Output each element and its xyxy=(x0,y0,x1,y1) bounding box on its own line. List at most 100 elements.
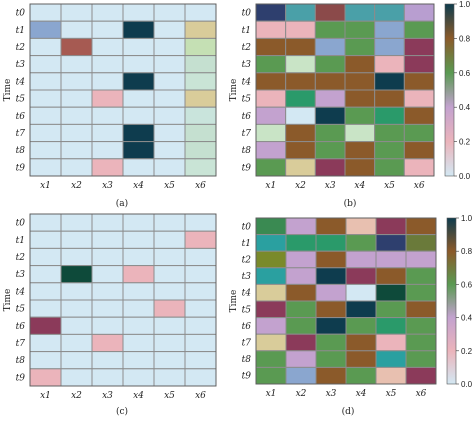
panel-d-cell-t9-x1 xyxy=(255,366,287,385)
panel-d-ytick-t4: t4 xyxy=(242,289,252,299)
panel-c-cell-t5-x5 xyxy=(153,299,186,318)
panel-c-caption: (c) xyxy=(116,406,128,417)
panel-d-cell-t9-x5 xyxy=(375,366,407,385)
panel-b-cell-t4-x4 xyxy=(344,72,376,91)
panel-d-cell-t5-x4 xyxy=(345,300,377,319)
panel-c-cell-t3-x2 xyxy=(60,265,93,284)
panel-c-xtick-x6: x6 xyxy=(195,391,206,401)
panel-a-cell-t3-x5 xyxy=(153,55,186,74)
panel-d-cell-t1-x5 xyxy=(375,234,407,252)
panel-a-cell-t4-x5 xyxy=(153,72,186,91)
panel-b-xtick-x3: x3 xyxy=(325,181,336,191)
panel-b-cell-t3-x2 xyxy=(285,55,316,74)
panel-b-cell-t9-x5 xyxy=(374,158,405,177)
panel-d-cell-t5-x5 xyxy=(375,300,407,319)
panel-d-xtick-x3: x3 xyxy=(326,389,337,399)
panel-b-cell-t0-x3 xyxy=(314,3,346,22)
panel-a-cell-t0-x2 xyxy=(60,3,93,22)
panel-a-cell-t1-x5 xyxy=(153,20,186,39)
panel-a-ytick-t8: t8 xyxy=(16,146,26,156)
panel-d-frame xyxy=(255,217,437,385)
panel-b-colorbar xyxy=(444,3,455,177)
panel-d-colorbar-tick-0.0: 0.0 xyxy=(461,380,473,389)
panel-c-cell-t9-x4 xyxy=(122,368,155,387)
panel-b-cell-t7-x4 xyxy=(344,123,376,143)
panel-c-ytick-t3: t3 xyxy=(16,270,26,280)
panel-d-cell-t4-x1 xyxy=(255,283,287,302)
panel-b-cell-t5-x6 xyxy=(403,89,435,108)
panel-a-xtick-x5: x5 xyxy=(164,181,175,191)
panel-a-ytick-t6: t6 xyxy=(16,112,26,122)
panel-d-cell-t7-x4 xyxy=(345,333,377,352)
panel-a-xtick-x2: x2 xyxy=(71,181,82,191)
panel-c-cell-t2-x4 xyxy=(122,247,155,267)
panel-c-cell-t2-x6 xyxy=(184,247,217,267)
panel-b-xtick-x5: x5 xyxy=(384,181,395,191)
panel-d-cell-t9-x2 xyxy=(285,366,317,385)
panel-b-cell-t8-x3 xyxy=(314,141,346,160)
panel-c-cell-t1-x3 xyxy=(91,230,124,249)
panel-b-cell-t8-x1 xyxy=(255,141,287,160)
panel-d-cell-t9-x4 xyxy=(345,366,377,385)
panel-a-cell-t4-x2 xyxy=(60,72,93,91)
panel-a-cell-t4-x1 xyxy=(29,72,62,91)
panel-c-cell-t2-x3 xyxy=(91,247,124,267)
panel-a-cell-t4-x3 xyxy=(91,72,124,91)
panel-a-cell-t0-x3 xyxy=(91,3,124,22)
panel-c-cell-t7-x5 xyxy=(153,333,186,353)
panel-b-colorbar-tick-1.0: 1.0 xyxy=(459,0,471,9)
panel-b-cell-t6-x1 xyxy=(255,106,287,125)
panel-b-cell-t1-x1 xyxy=(255,20,287,39)
panel-a-ytick-t3: t3 xyxy=(16,60,26,70)
panel-a-cell-t8-x1 xyxy=(29,141,62,160)
panel-d-cell-t3-x6 xyxy=(405,267,437,285)
panel-b-cell-t5-x4 xyxy=(344,89,376,108)
panel-c-cell-t7-x3 xyxy=(91,333,124,353)
panel-d-cell-t4-x4 xyxy=(345,283,377,302)
panel-c-cell-t8-x6 xyxy=(184,351,217,370)
panel-d-cell-t4-x3 xyxy=(315,283,347,302)
panel-b-xtick-x4: x4 xyxy=(354,181,365,191)
panel-d-cell-t2-x2 xyxy=(285,250,317,269)
panel-c-cell-t8-x4 xyxy=(122,351,155,370)
panel-d-ytick-t2: t2 xyxy=(242,256,252,266)
panel-b-cell-t7-x5 xyxy=(374,123,405,143)
panel-d-cell-t0-x3 xyxy=(315,217,347,236)
panel-c-cell-t0-x5 xyxy=(153,213,186,232)
panel-a-cell-t6-x6 xyxy=(184,106,217,125)
panel-d-colorbar-tick-0.2: 0.2 xyxy=(461,347,473,356)
panel-a-cell-t9-x2 xyxy=(60,158,93,177)
panel-a-ytick-t5: t5 xyxy=(16,95,26,105)
panel-c-cell-t6-x1 xyxy=(29,316,62,335)
panel-b-cell-t0-x1 xyxy=(255,3,287,22)
panel-d-xtick-x1: x1 xyxy=(266,389,277,399)
panel-d-cell-t4-x2 xyxy=(285,283,317,302)
panel-a-ytick-t0: t0 xyxy=(16,9,26,19)
panel-c-cell-t1-x2 xyxy=(60,230,93,249)
panel-a-cell-t9-x6 xyxy=(184,158,217,177)
panel-d-cell-t0-x1 xyxy=(255,217,287,236)
panel-b-ytick-t6: t6 xyxy=(242,112,252,122)
panel-b-cell-t1-x4 xyxy=(344,20,376,39)
panel-d-cell-t4-x5 xyxy=(375,283,407,302)
panel-b-cell-t0-x5 xyxy=(374,3,405,22)
panel-a-cell-t9-x4 xyxy=(122,158,155,177)
panel-d-cell-t8-x2 xyxy=(285,350,317,368)
panel-c-xtick-x3: x3 xyxy=(102,391,113,401)
panel-a-cell-t0-x1 xyxy=(29,3,62,22)
panel-a-cell-t6-x5 xyxy=(153,106,186,125)
panel-d-cell-t1-x1 xyxy=(255,234,287,252)
panel-a-cell-t8-x4 xyxy=(122,141,155,160)
panel-b-cell-t9-x1 xyxy=(255,158,287,177)
panel-c-cell-t9-x3 xyxy=(91,368,124,387)
panel-d-cell-t9-x6 xyxy=(405,366,437,385)
panel-c-xtick-x5: x5 xyxy=(164,391,175,401)
panel-a-cell-t7-x2 xyxy=(60,123,93,143)
panel-a-ytick-t9: t9 xyxy=(16,163,26,173)
panel-c-cell-t0-x1 xyxy=(29,213,62,232)
panel-a-cell-t7-x5 xyxy=(153,123,186,143)
panel-d-colorbar-tick-1.0: 1.0 xyxy=(461,214,473,223)
panel-b-cell-t1-x5 xyxy=(374,20,405,39)
panel-b-ytick-t5: t5 xyxy=(242,95,252,105)
